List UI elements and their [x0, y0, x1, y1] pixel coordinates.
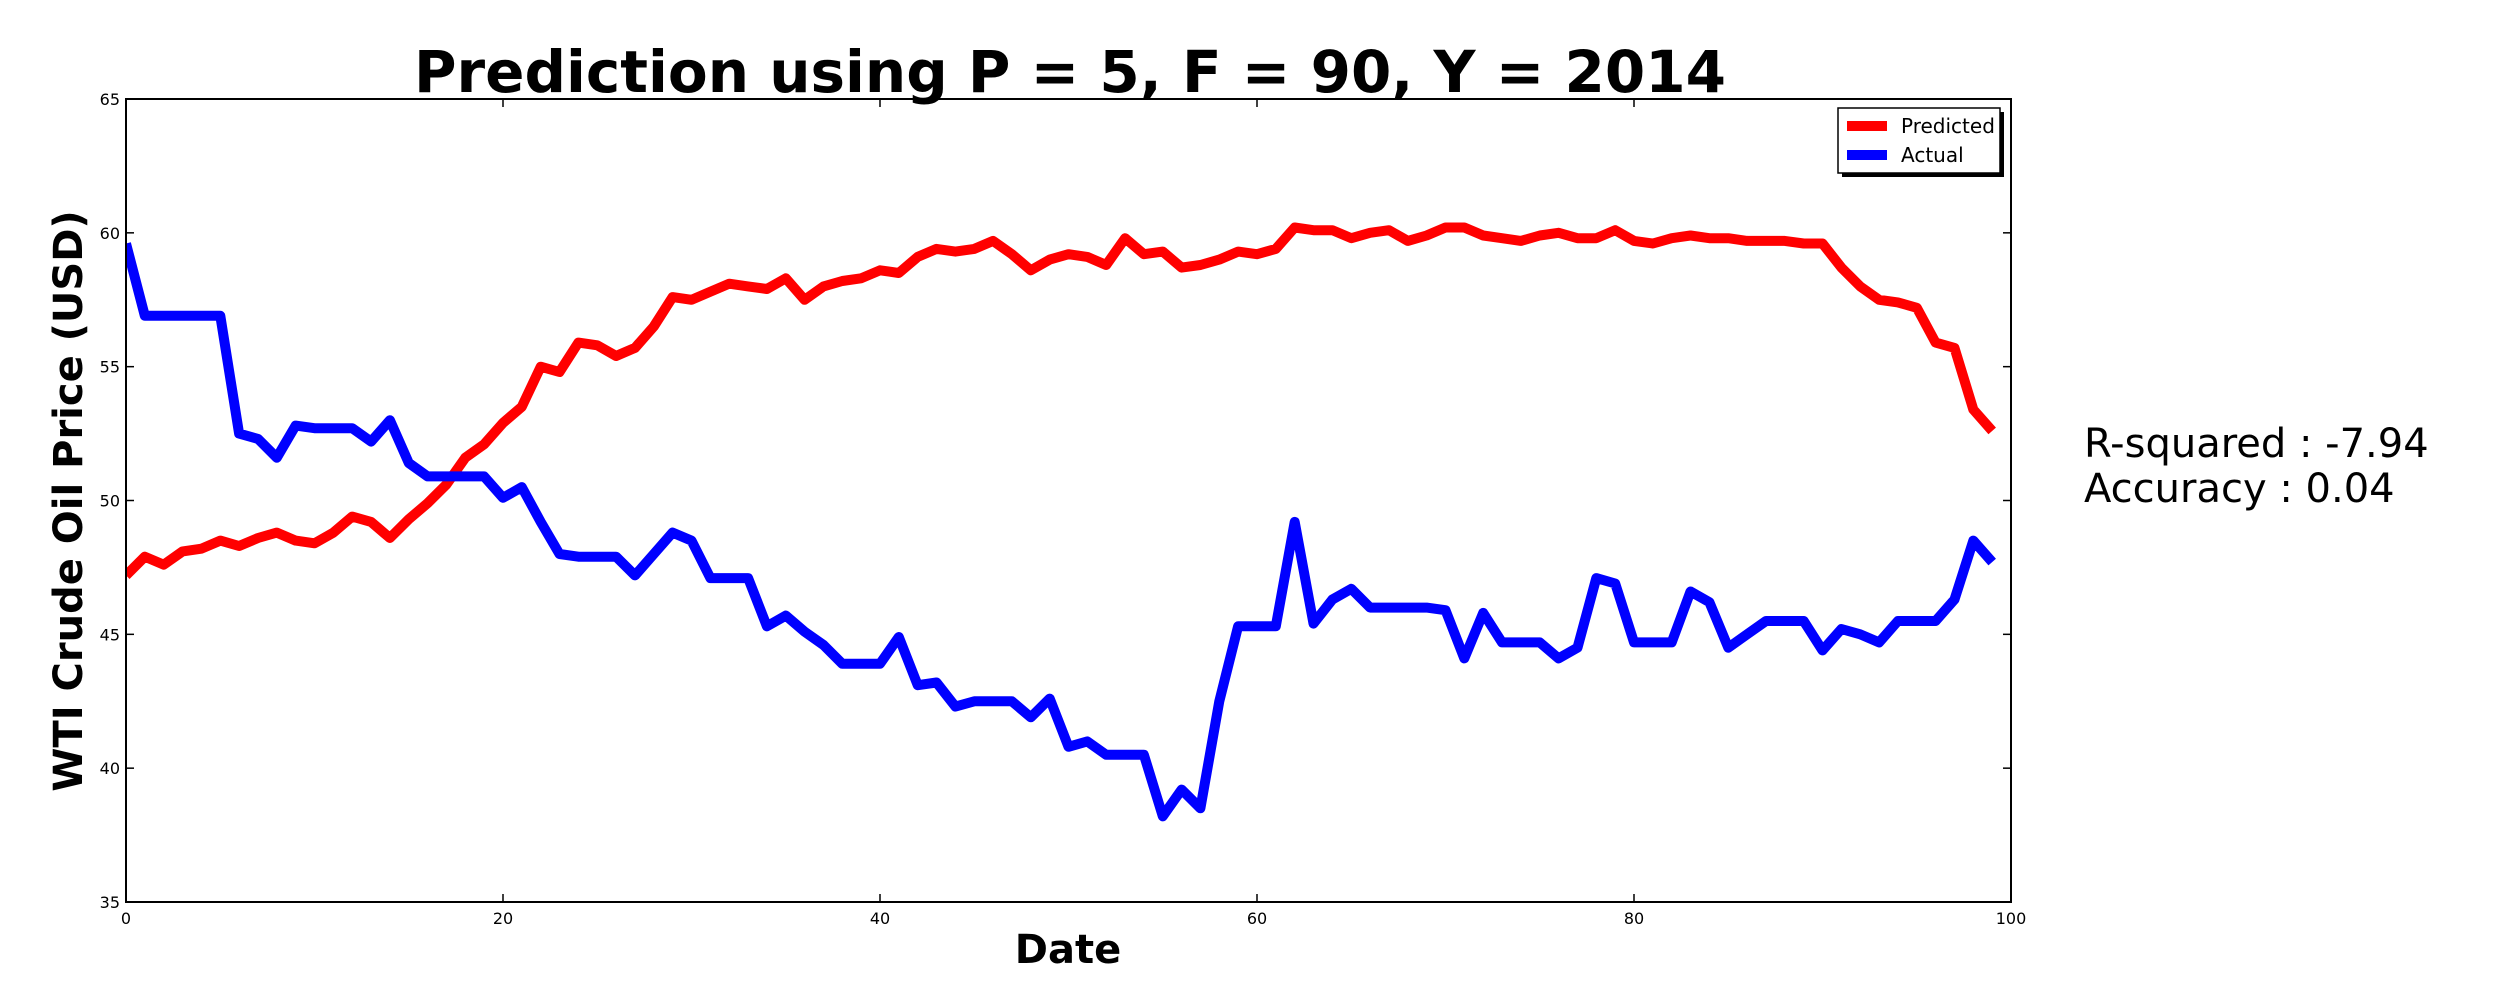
- x-tick-label: 100: [1996, 909, 2027, 928]
- y-tick-label: 35: [100, 893, 120, 912]
- y-tick-label: 50: [100, 492, 120, 511]
- x-tick-label: 0: [121, 909, 131, 928]
- x-axis-label: Date: [1015, 927, 1121, 973]
- legend-box: [1837, 107, 2001, 174]
- x-tick-label: 20: [493, 909, 513, 928]
- y-tick-label: 40: [100, 759, 120, 778]
- plot-frame: [125, 98, 2012, 903]
- accuracy-annotation: Accuracy : 0.04: [2084, 466, 2395, 512]
- ticks-layer: 0 20 40 60 80 100 35 40 45 50 55 60 65: [100, 90, 2027, 928]
- plot-layer: [126, 222, 1996, 822]
- x-tick-label: 80: [1624, 909, 1644, 928]
- series-line-predicted: [126, 222, 1996, 579]
- y-tick-label: 65: [100, 90, 120, 109]
- legend: Predicted Actual: [1837, 107, 2004, 177]
- legend-label-actual: Actual: [1901, 143, 1964, 167]
- x-tick-label: 40: [870, 909, 890, 928]
- r-squared-annotation: R-squared : -7.94: [2084, 421, 2429, 467]
- y-tick-label: 45: [100, 625, 120, 644]
- y-axis-label: WTI Crude Oil Price (USD): [46, 210, 92, 791]
- chart-title: Prediction using P = 5, F = 90, Y = 2014: [414, 38, 1726, 106]
- legend-label-predicted: Predicted: [1901, 114, 1995, 138]
- y-tick-label: 60: [100, 224, 120, 243]
- series-line-actual: [126, 242, 1996, 822]
- x-tick-label: 60: [1247, 909, 1267, 928]
- y-tick-label: 55: [100, 358, 120, 377]
